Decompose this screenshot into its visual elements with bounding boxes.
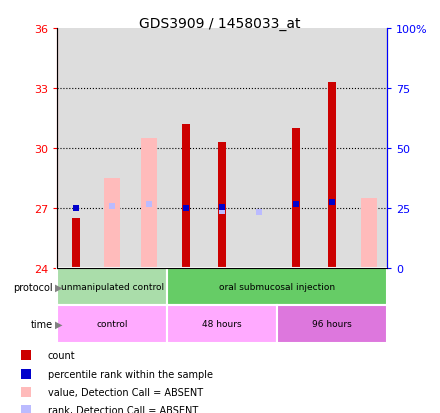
Bar xyxy=(167,268,387,306)
Text: control: control xyxy=(96,320,128,329)
Text: time: time xyxy=(31,319,53,329)
Bar xyxy=(218,143,226,268)
Text: rank, Detection Call = ABSENT: rank, Detection Call = ABSENT xyxy=(48,405,198,413)
Bar xyxy=(204,29,241,268)
Bar xyxy=(351,29,387,268)
Text: 48 hours: 48 hours xyxy=(202,320,242,329)
Bar xyxy=(104,179,121,268)
Text: ▶: ▶ xyxy=(55,319,62,329)
Bar xyxy=(361,199,377,268)
Bar xyxy=(277,29,314,268)
Bar xyxy=(292,129,300,268)
Text: percentile rank within the sample: percentile rank within the sample xyxy=(48,369,213,379)
Bar xyxy=(57,268,167,306)
Text: unmanipulated control: unmanipulated control xyxy=(61,282,164,292)
Text: 96 hours: 96 hours xyxy=(312,320,352,329)
Bar xyxy=(72,218,80,268)
Bar xyxy=(167,29,204,268)
Bar xyxy=(131,29,167,268)
Bar xyxy=(277,306,387,343)
Bar xyxy=(241,29,277,268)
Text: count: count xyxy=(48,351,75,361)
Bar xyxy=(141,139,157,268)
Text: protocol: protocol xyxy=(13,282,53,292)
Text: oral submucosal injection: oral submucosal injection xyxy=(219,282,335,292)
Bar xyxy=(57,306,167,343)
Bar xyxy=(167,306,277,343)
Bar xyxy=(94,29,131,268)
Text: GDS3909 / 1458033_at: GDS3909 / 1458033_at xyxy=(139,17,301,31)
Bar xyxy=(57,29,94,268)
Text: value, Detection Call = ABSENT: value, Detection Call = ABSENT xyxy=(48,387,203,397)
Bar xyxy=(328,83,336,268)
Bar xyxy=(314,29,351,268)
Bar xyxy=(182,125,190,268)
Text: ▶: ▶ xyxy=(55,282,62,292)
